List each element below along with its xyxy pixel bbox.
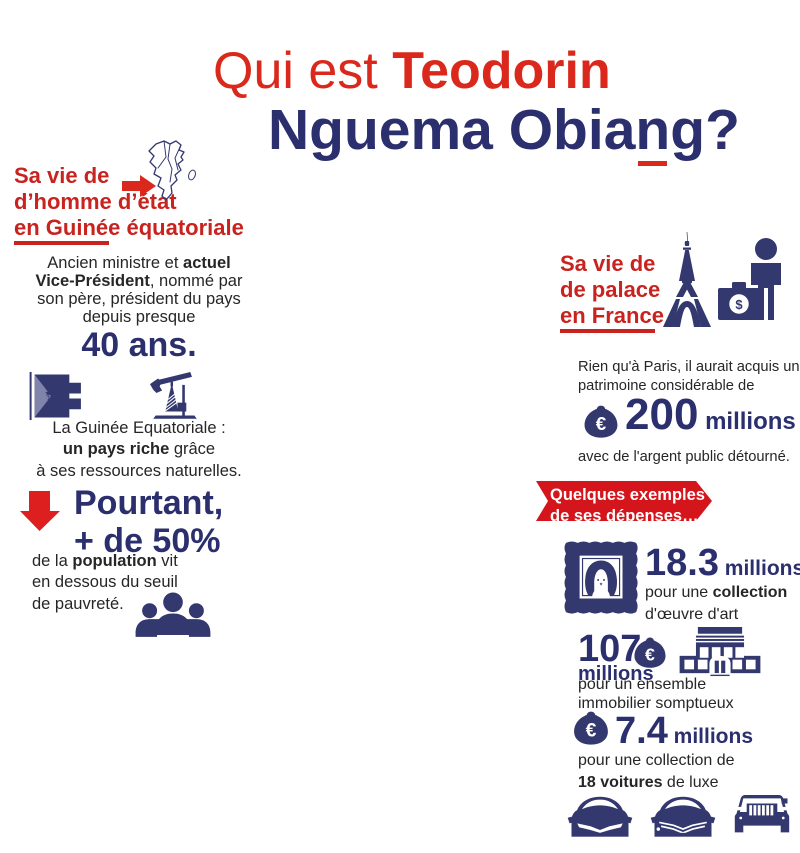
svg-text:$: $ — [735, 297, 743, 312]
